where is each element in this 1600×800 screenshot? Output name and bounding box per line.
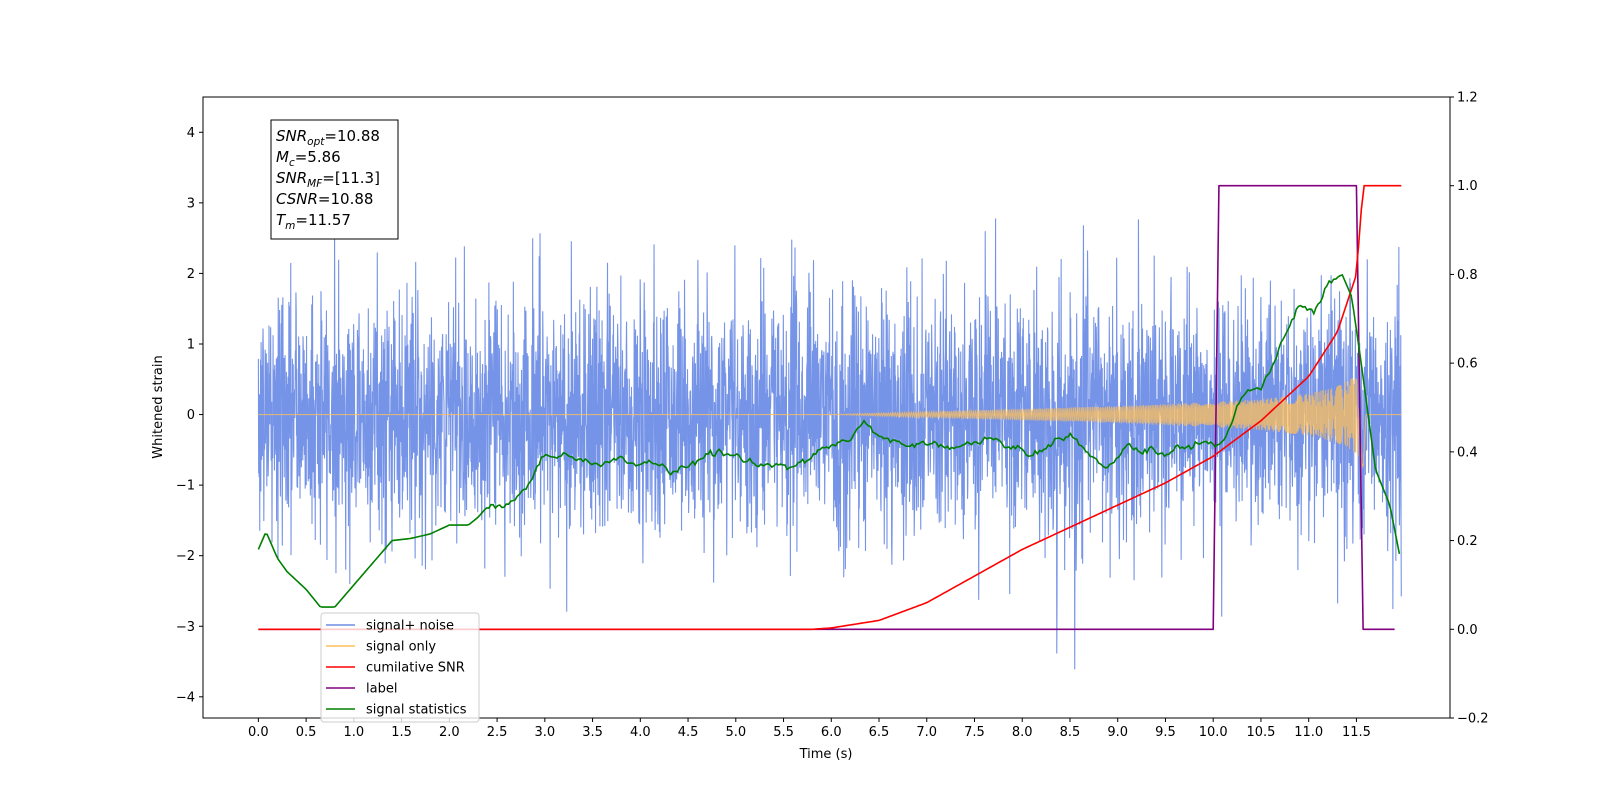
annotation-line: Mc=5.86 [276, 148, 341, 169]
x-tick-label: 0.0 [248, 725, 269, 740]
y-axis-label: Whitened strain [151, 355, 166, 458]
legend: signal+ noise signal only cumilative SNR la… [320, 612, 480, 723]
x-tick-label: 3.0 [534, 725, 555, 740]
y-tick-label: −3 [176, 620, 195, 635]
annotation-frame [270, 119, 399, 240]
annotation-value: =11.57 [295, 211, 351, 229]
series-signal-statistics [257, 274, 1401, 608]
y-tick-label: 1 [187, 337, 195, 352]
x-tick-label: 7.0 [916, 725, 937, 740]
legend-label: label [366, 682, 397, 697]
annotation-subscript: MF [307, 178, 323, 190]
annotation-line: SNRopt=10.88 [276, 127, 380, 148]
x-tick-label: 5.5 [773, 725, 794, 740]
x-tick-label: 4.5 [678, 725, 699, 740]
x-tick-label: 5.0 [725, 725, 746, 740]
y-tick-label: 0 [187, 408, 195, 423]
legend-label: cumilative SNR [366, 661, 465, 676]
y2-tick-label: 1.0 [1457, 179, 1478, 194]
annotation-line: Tm=11.57 [276, 211, 351, 232]
annotation-symbol: CSNR [276, 190, 318, 208]
y2-tick-label: 1.2 [1457, 91, 1478, 106]
y2-tick-label: 0.6 [1457, 357, 1478, 372]
x-tick-label: 2.5 [487, 725, 508, 740]
annotation-symbol: T [276, 211, 287, 229]
annotation-value: =10.88 [324, 127, 380, 145]
x-tick-label: 6.0 [821, 725, 842, 740]
x-tick-label: 0.5 [296, 725, 317, 740]
x-tick-label: 11.5 [1342, 725, 1371, 740]
x-tick-label: 1.5 [391, 725, 412, 740]
y-tick-label: 3 [187, 196, 195, 211]
x-tick-label: 1.0 [344, 725, 365, 740]
annotation-subscript: opt [307, 136, 325, 148]
x-tick-label: 11.0 [1294, 725, 1323, 740]
legend-label: signal statistics [366, 703, 467, 718]
y-tick-label: −2 [176, 549, 195, 564]
y-tick-label: 4 [187, 126, 195, 141]
x-tick-label: 10.5 [1246, 725, 1275, 740]
x-axis: 0.0 0.5 1.0 1.5 2.0 2.5 3.0 3.5 4.0 4.5 5.0 5.5 6.0 6… [248, 718, 1371, 740]
x-tick-label: 10.0 [1199, 725, 1228, 740]
y-axis-left: −4 −3 −2 −1 0 1 2 3 4 [176, 126, 203, 705]
annotation-symbol: SNR [276, 127, 307, 145]
x-axis-label: Time (s) [799, 747, 853, 762]
series-signal-only [258, 378, 1402, 469]
y-tick-label: 2 [187, 267, 195, 282]
annotation-symbol: SNR [276, 169, 307, 187]
x-tick-label: 6.5 [869, 725, 890, 740]
annotation-line: SNRMF=[11.3] [276, 169, 380, 190]
x-tick-label: 8.0 [1012, 725, 1033, 740]
annotation-value: =10.88 [318, 190, 374, 208]
x-tick-label: 8.5 [1060, 725, 1081, 740]
y-tick-label: −4 [176, 690, 195, 705]
x-tick-label: 4.0 [630, 725, 651, 740]
x-tick-label: 3.5 [582, 725, 603, 740]
annotation-subscript: m [285, 220, 295, 232]
x-tick-label: 7.5 [964, 725, 985, 740]
y2-tick-label: 0.2 [1457, 534, 1478, 549]
annotation-symbol: M [276, 148, 289, 166]
series-signal-noise [257, 218, 1402, 670]
annotation-subscript: c [289, 157, 295, 169]
annotation-value: =[11.3] [322, 169, 380, 187]
y-tick-label: −1 [176, 479, 195, 494]
y2-tick-label: 0.0 [1457, 623, 1478, 638]
y2-tick-label: 0.8 [1457, 268, 1478, 283]
x-tick-label: 9.5 [1155, 725, 1176, 740]
plot-frame [202, 96, 1451, 719]
parameter-annotation-box: SNRopt=10.88Mc=5.86SNRMF=[11.3]CSNR=10.8… [270, 119, 399, 240]
series-label [258, 184, 1395, 631]
y2-tick-label: −0.2 [1457, 712, 1489, 727]
y2-tick-label: 0.4 [1457, 445, 1478, 460]
y-axis-right: −0.2 0.0 0.2 0.4 0.6 0.8 1.0 1.2 [1450, 91, 1489, 727]
x-tick-label: 9.0 [1107, 725, 1128, 740]
annotation-line: CSNR=10.88 [276, 190, 373, 208]
annotation-value: =5.86 [295, 148, 341, 166]
legend-frame [320, 612, 480, 723]
x-tick-label: 2.0 [439, 725, 460, 740]
legend-label: signal+ noise [366, 619, 454, 634]
legend-label: signal only [366, 640, 436, 655]
